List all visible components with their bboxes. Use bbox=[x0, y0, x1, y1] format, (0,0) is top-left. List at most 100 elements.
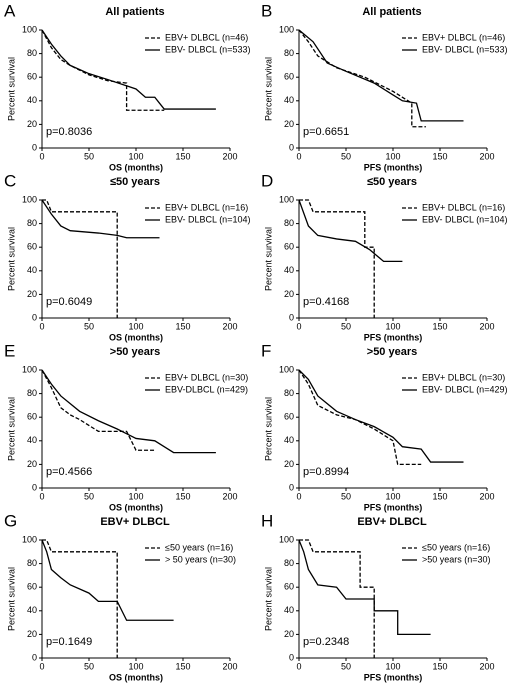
y-tick-label: 40 bbox=[27, 605, 37, 615]
y-tick-label: 40 bbox=[284, 435, 294, 445]
y-tick-label: 0 bbox=[289, 142, 294, 152]
y-tick-label: 40 bbox=[27, 435, 37, 445]
legend-label: ≤50 years (n=16) bbox=[422, 542, 490, 552]
y-tick-label: 80 bbox=[284, 48, 294, 58]
panel-letter: F bbox=[261, 341, 271, 360]
panel: E >50 years 0 20 40 60 80 100 0 50 100 150 200 OS (mo… bbox=[4, 341, 248, 512]
y-tick-label: 80 bbox=[284, 388, 294, 398]
legend-label: EBV- DLBCL (n=104) bbox=[165, 214, 250, 224]
panel: H EBV+ DLBCL 0 20 40 60 80 100 0 50 100 150 200 PFS (… bbox=[261, 511, 495, 682]
y-tick-label: 100 bbox=[22, 534, 37, 544]
y-tick-label: 20 bbox=[284, 459, 294, 469]
x-tick-label: 200 bbox=[222, 151, 237, 161]
y-tick-label: 40 bbox=[284, 95, 294, 105]
x-axis-label: PFS (months) bbox=[364, 672, 423, 682]
survival-curve bbox=[298, 369, 422, 466]
y-tick-label: 80 bbox=[27, 218, 37, 228]
survival-curve bbox=[298, 29, 464, 122]
panel-letter: B bbox=[261, 1, 272, 20]
survival-curve bbox=[42, 199, 118, 318]
legend-label: EBV- DLBCL (n=429) bbox=[422, 384, 507, 394]
legend-label: > 50 years (n=30) bbox=[165, 554, 236, 564]
y-tick-label: 100 bbox=[279, 364, 294, 374]
y-tick-label: 40 bbox=[27, 95, 37, 105]
panel-title: ≤50 years bbox=[110, 176, 160, 188]
y-tick-label: 80 bbox=[27, 558, 37, 568]
y-tick-label: 100 bbox=[279, 534, 294, 544]
y-tick-label: 0 bbox=[32, 312, 37, 322]
legend-label: EBV- DLBCL (n=104) bbox=[422, 214, 507, 224]
y-axis-label: Percent survival bbox=[263, 567, 273, 631]
panel-letter: D bbox=[261, 171, 273, 190]
y-tick-label: 80 bbox=[27, 388, 37, 398]
legend-label: EBV- DLBCL (n=533) bbox=[165, 44, 250, 54]
x-tick-label: 100 bbox=[385, 661, 400, 671]
x-tick-label: 150 bbox=[432, 151, 447, 161]
y-tick-label: 60 bbox=[27, 242, 37, 252]
legend-label: EBV+ DLBCL (n=46) bbox=[165, 32, 248, 42]
y-tick-label: 60 bbox=[27, 72, 37, 82]
panel: G EBV+ DLBCL 0 20 40 60 80 100 0 50 100 150 200 OS (m… bbox=[4, 511, 238, 682]
panel-letter: H bbox=[261, 511, 273, 530]
survival-curve bbox=[41, 29, 216, 110]
x-tick-label: 200 bbox=[222, 491, 237, 501]
survival-curve bbox=[41, 539, 174, 621]
panel-title: >50 years bbox=[110, 346, 160, 358]
y-axis-label: Percent survival bbox=[263, 227, 273, 291]
x-tick-label: 150 bbox=[432, 321, 447, 331]
legend-label: ≤50 years (n=16) bbox=[165, 542, 233, 552]
x-tick-label: 150 bbox=[432, 491, 447, 501]
y-tick-label: 20 bbox=[27, 629, 37, 639]
legend-label: EBV-DLBCL (n=429) bbox=[165, 384, 248, 394]
y-axis-label: Percent survival bbox=[263, 57, 273, 121]
y-tick-label: 100 bbox=[279, 24, 294, 34]
x-tick-label: 50 bbox=[84, 321, 94, 331]
y-tick-label: 80 bbox=[284, 558, 294, 568]
x-tick-label: 0 bbox=[296, 151, 301, 161]
panel: C ≤50 years 0 20 40 60 80 100 0 50 100 150 200 OS (mo… bbox=[4, 171, 250, 342]
y-tick-label: 40 bbox=[284, 605, 294, 615]
y-tick-label: 20 bbox=[27, 289, 37, 299]
y-tick-label: 20 bbox=[284, 629, 294, 639]
panel-letter: G bbox=[4, 511, 17, 530]
x-tick-label: 0 bbox=[39, 491, 44, 501]
x-tick-label: 100 bbox=[385, 491, 400, 501]
panel: B All patients 0 20 40 60 80 100 0 50 100 150 200 PFS… bbox=[261, 1, 507, 172]
y-tick-label: 0 bbox=[32, 482, 37, 492]
survival-curve bbox=[298, 199, 403, 263]
survival-curve bbox=[41, 199, 160, 239]
p-value: p=0.4566 bbox=[46, 466, 92, 478]
panel: F >50 years 0 20 40 60 80 100 0 50 100 150 200 PFS (m… bbox=[261, 341, 507, 512]
legend-label: EBV+ DLBCL (n=46) bbox=[422, 32, 505, 42]
y-tick-label: 20 bbox=[27, 119, 37, 129]
legend-label: EBV+ DLBCL (n=30) bbox=[165, 372, 248, 382]
x-axis-label: PFS (months) bbox=[364, 332, 423, 342]
x-tick-label: 150 bbox=[175, 491, 190, 501]
y-tick-label: 80 bbox=[284, 218, 294, 228]
x-tick-label: 0 bbox=[39, 661, 44, 671]
y-tick-label: 60 bbox=[284, 242, 294, 252]
x-tick-label: 100 bbox=[128, 321, 143, 331]
x-tick-label: 100 bbox=[385, 321, 400, 331]
panel: A All patients 0 20 40 60 80 100 0 50 100 150 200 OS … bbox=[4, 1, 250, 172]
y-tick-label: 0 bbox=[289, 652, 294, 662]
y-tick-label: 20 bbox=[284, 289, 294, 299]
y-tick-label: 20 bbox=[284, 119, 294, 129]
y-tick-label: 20 bbox=[27, 459, 37, 469]
x-tick-label: 150 bbox=[175, 151, 190, 161]
y-tick-label: 0 bbox=[289, 482, 294, 492]
y-axis-label: Percent survival bbox=[6, 57, 16, 121]
legend-label: EBV+ DLBCL (n=30) bbox=[422, 372, 505, 382]
survival-curve bbox=[299, 199, 375, 318]
x-axis-label: OS (months) bbox=[109, 332, 163, 342]
y-tick-label: 100 bbox=[279, 194, 294, 204]
x-axis-label: OS (months) bbox=[109, 162, 163, 172]
x-tick-label: 0 bbox=[296, 491, 301, 501]
panel-title: All patients bbox=[362, 6, 421, 18]
x-tick-label: 50 bbox=[341, 151, 351, 161]
y-tick-label: 0 bbox=[32, 652, 37, 662]
x-tick-label: 150 bbox=[175, 661, 190, 671]
panel-title: >50 years bbox=[367, 346, 417, 358]
survival-curve bbox=[41, 29, 165, 111]
panel: D ≤50 years 0 20 40 60 80 100 0 50 100 150 200 PFS (m… bbox=[261, 171, 507, 342]
